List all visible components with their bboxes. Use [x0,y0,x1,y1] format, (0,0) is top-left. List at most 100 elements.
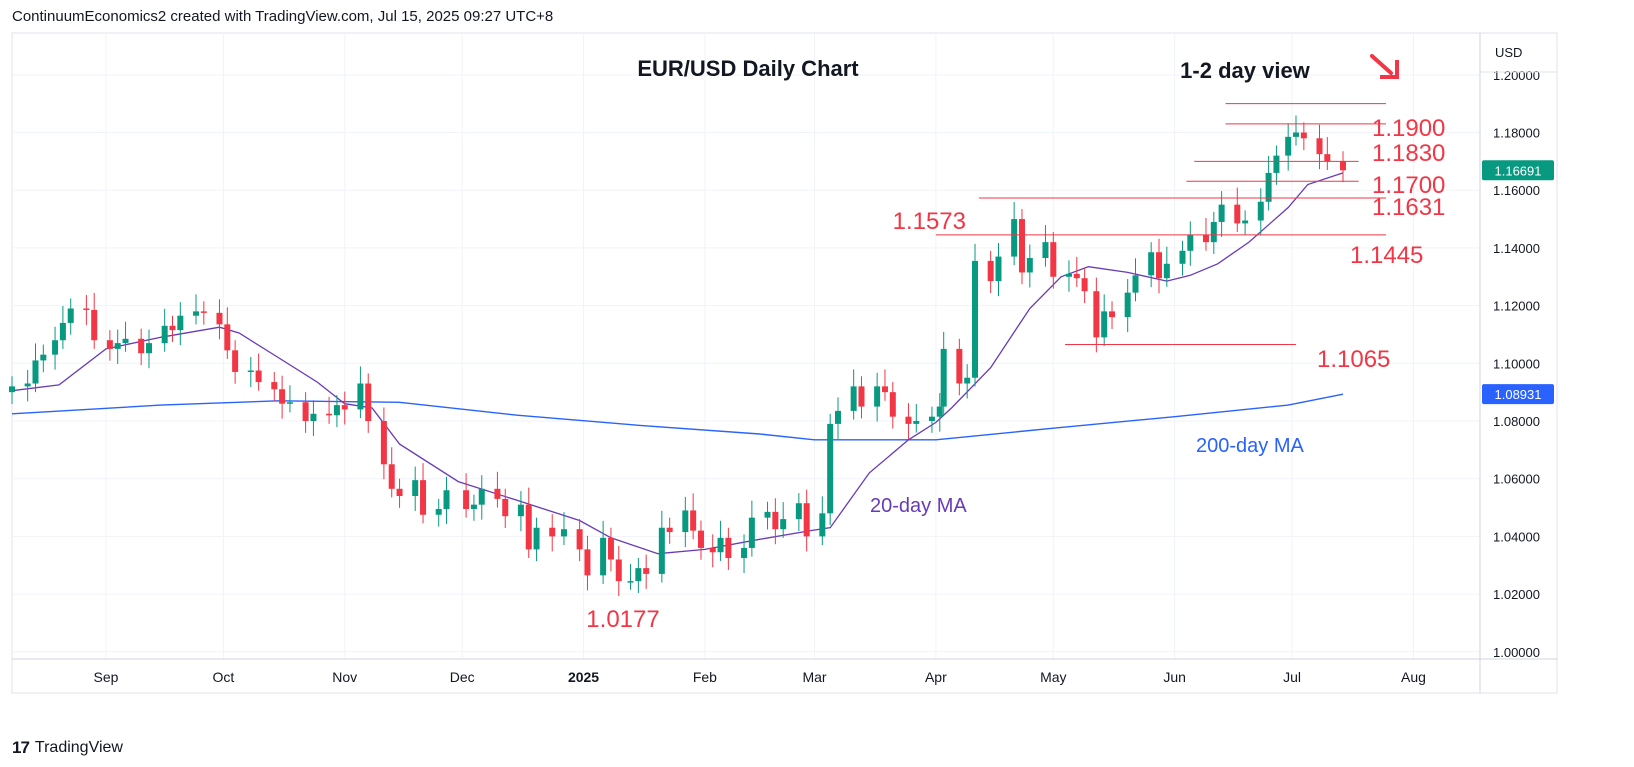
candle-body [549,527,556,537]
candle-body [302,402,309,422]
candle-body [216,312,223,325]
chart-attribution: ContinuumEconomics2 created with Trading… [12,8,554,25]
candle-body [881,386,888,393]
candle-body [741,547,748,559]
candle-body [987,260,994,282]
candle-body [420,480,427,515]
candle-body [819,513,826,537]
chart-subtitle: 1-2 day view [1180,58,1311,83]
candle-body [533,527,540,550]
ma200-value-tag [1482,384,1554,405]
x-tick-label: Mar [802,669,826,685]
candle-body [1300,132,1307,139]
candle-body [635,568,642,582]
candle-body [1026,258,1033,273]
currency-label: USD [1495,45,1522,60]
tradingview-brand: TradingView [34,739,123,756]
y-tick-label: 1.12000 [1493,299,1540,314]
candle-body [627,581,634,583]
candle-body [1081,278,1088,292]
candle-body [470,504,477,509]
candle-body [106,340,113,349]
candle-body [357,383,364,410]
candle-body [1163,263,1170,279]
tradingview-footer[interactable]: 17 TradingView [12,738,123,758]
candle-body [224,324,231,351]
candle-body [913,421,920,424]
candle-body [326,413,333,416]
y-tick-label: 1.00000 [1493,645,1540,660]
candle-body [972,260,979,378]
candle-body [333,405,340,416]
candle-body [443,490,450,509]
candle-body [1257,201,1264,221]
candle-body [1093,291,1100,338]
candle-body [286,402,293,404]
y-tick-label: 1.14000 [1493,241,1540,256]
candle-body [67,308,74,323]
candle-body [412,480,419,497]
candle-body [1132,275,1139,293]
candle-body [1210,221,1217,243]
candle-body [995,256,1002,282]
candle-body [83,308,90,310]
candle-body [803,503,810,537]
candle-body [32,360,39,384]
x-tick-label: Jul [1283,669,1301,685]
candle-body [717,537,724,553]
candle-body [748,517,755,548]
candle-body [380,421,387,465]
candle-body [956,348,963,384]
candle-body [1065,273,1072,277]
level-label: 1.1573 [893,208,966,235]
candle-body [560,529,567,537]
x-tick-label: Sep [93,669,118,685]
level-label: 1.1700 [1372,172,1445,199]
candle-body [1339,161,1346,171]
candle-body [1202,234,1209,243]
candle-body [1265,172,1272,202]
candle-body [643,568,650,574]
candle-body [1148,252,1155,276]
candle-body [310,413,317,422]
candle-body [247,370,254,373]
level-label: 1.1065 [1317,346,1390,373]
chart-title: EUR/USD Daily Chart [637,56,859,81]
y-tick-label: 1.08000 [1493,414,1540,429]
candle-body [709,547,716,553]
candle-body [232,350,239,372]
x-tick-label: May [1040,669,1066,685]
candle-body [114,343,121,349]
x-tick-label: Oct [213,669,235,685]
candle-body [9,386,15,393]
candle-body [1234,204,1241,224]
ma20-line [11,172,1344,555]
candle-body [858,386,865,407]
candle-body [795,503,802,520]
candle-body [271,382,278,390]
candle-body [494,488,501,499]
candle-body [1018,219,1025,273]
candle-body [1011,219,1018,257]
y-tick-label: 1.04000 [1493,529,1540,544]
candle-body [1042,242,1049,259]
last-price-tag-label: 1.16691 [1495,163,1542,178]
candle-body [435,508,442,515]
candle-body [1285,136,1292,156]
y-tick-label: 1.20000 [1493,68,1540,83]
ma20-label: 20-day MA [870,495,967,517]
candle-body [200,311,207,313]
level-label: 1.1631 [1372,194,1445,221]
y-tick-label: 1.02000 [1493,587,1540,602]
candle-body [169,325,176,331]
candle-body [341,405,348,410]
candle-body [122,338,129,344]
candle-body [1179,250,1186,264]
candle-body [690,510,697,531]
candle-body [772,511,779,530]
candle-body [584,549,591,576]
candle-body [725,537,732,559]
x-tick-label: Nov [332,669,357,685]
candle-body [1187,234,1194,251]
